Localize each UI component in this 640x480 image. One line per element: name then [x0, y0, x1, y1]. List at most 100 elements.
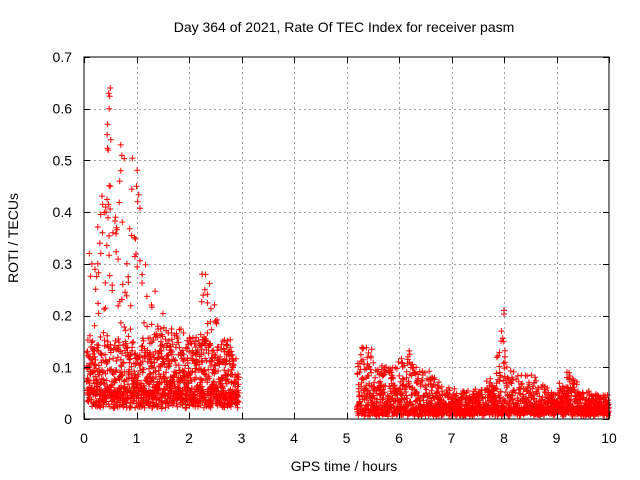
data-point — [95, 269, 102, 276]
data-point — [162, 336, 169, 343]
data-point — [368, 369, 375, 376]
data-point — [500, 338, 507, 345]
data-point — [97, 250, 104, 257]
data-point — [365, 372, 372, 379]
data-point — [399, 375, 406, 382]
x-tick-label: 3 — [238, 430, 246, 446]
data-point — [207, 396, 214, 403]
data-point — [358, 402, 365, 408]
data-point — [109, 287, 116, 294]
data-point — [112, 214, 119, 221]
data-point — [514, 372, 521, 379]
data-point — [127, 355, 134, 362]
data-point — [95, 310, 102, 317]
data-point — [235, 389, 242, 396]
data-point — [165, 357, 172, 363]
data-point — [574, 378, 580, 385]
x-tick-label: 4 — [290, 430, 298, 446]
data-point — [175, 384, 182, 390]
data-point — [163, 398, 170, 405]
data-point — [196, 361, 203, 368]
data-point — [83, 349, 90, 356]
data-point — [139, 358, 146, 365]
data-point — [128, 363, 135, 370]
data-point — [213, 320, 220, 327]
data-point — [94, 224, 101, 230]
data-point — [234, 404, 241, 411]
data-point — [100, 380, 107, 387]
data-point — [228, 348, 235, 355]
data-point — [225, 378, 232, 385]
data-point — [123, 260, 130, 267]
data-point — [372, 374, 379, 381]
data-point — [119, 281, 126, 288]
data-point — [135, 191, 142, 198]
data-point — [158, 405, 165, 412]
data-point — [422, 382, 429, 389]
data-point — [132, 235, 139, 242]
data-point — [207, 404, 214, 411]
y-tick-label: 0.3 — [53, 256, 73, 272]
data-point — [102, 351, 109, 358]
data-point — [503, 364, 510, 371]
data-point — [91, 353, 98, 360]
data-point — [428, 380, 434, 387]
data-point — [200, 292, 207, 299]
data-point — [118, 152, 125, 159]
data-point — [476, 397, 483, 403]
data-point — [150, 379, 157, 386]
data-point — [413, 364, 420, 371]
data-point — [106, 232, 113, 239]
data-point — [126, 402, 133, 409]
data-point — [499, 335, 506, 342]
data-point — [401, 396, 408, 403]
x-tick-label: 7 — [448, 430, 456, 446]
data-point — [210, 379, 217, 386]
data-point — [97, 379, 104, 386]
x-tick-label: 0 — [80, 430, 88, 446]
data-point — [106, 93, 113, 100]
data-point — [556, 380, 563, 387]
data-point — [493, 354, 500, 361]
data-point — [116, 199, 123, 206]
data-point — [135, 371, 142, 378]
data-point — [498, 328, 505, 335]
data-point — [566, 397, 573, 404]
data-point — [519, 380, 526, 387]
data-point — [100, 376, 107, 383]
data-point — [217, 353, 224, 360]
data-point — [91, 322, 98, 329]
data-point — [172, 357, 179, 364]
data-point — [406, 347, 413, 354]
data-point — [535, 386, 542, 393]
data-point — [393, 365, 400, 372]
data-point — [175, 339, 182, 346]
data-point — [389, 374, 396, 381]
data-point — [502, 347, 508, 354]
data-point — [87, 332, 93, 339]
data-point — [532, 374, 538, 381]
data-point — [104, 196, 110, 203]
data-point — [189, 386, 195, 393]
data-point — [360, 356, 366, 363]
data-point — [428, 397, 435, 404]
data-point — [533, 377, 539, 384]
data-point — [107, 341, 114, 348]
data-point — [204, 379, 211, 386]
data-point — [139, 280, 146, 286]
data-point — [109, 282, 116, 289]
data-point — [127, 326, 134, 333]
data-point — [113, 224, 120, 231]
data-point — [218, 384, 225, 391]
data-point — [144, 323, 151, 330]
data-point — [120, 403, 127, 410]
data-point — [235, 398, 242, 405]
data-point — [493, 370, 500, 377]
data-point — [95, 300, 101, 307]
data-point — [115, 336, 122, 342]
data-point — [504, 374, 511, 381]
data-point — [227, 344, 234, 351]
data-point — [84, 337, 91, 343]
data-point — [585, 388, 592, 395]
